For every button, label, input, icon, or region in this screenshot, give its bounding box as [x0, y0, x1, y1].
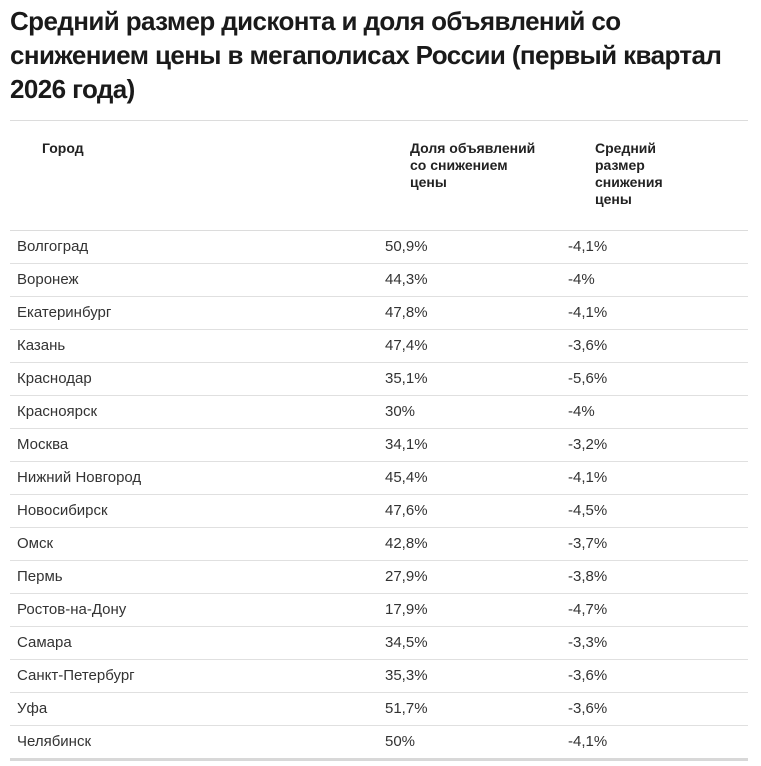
- share-cell: 34,1%: [385, 436, 428, 453]
- header-discount: Средний размер снижения цены: [595, 140, 663, 207]
- share-cell: 27,9%: [385, 568, 428, 585]
- city-cell: Москва: [17, 436, 69, 453]
- discount-cell: -4%: [568, 403, 595, 420]
- table-row: Челябинск 50% -4,1%: [10, 726, 748, 761]
- discount-cell: -5,6%: [568, 370, 608, 387]
- table-row: Волгоград 50,9% -4,1%: [10, 231, 748, 264]
- city-cell: Краснодар: [17, 370, 92, 387]
- discount-cell: -3,3%: [568, 634, 608, 651]
- share-cell: 35,3%: [385, 667, 428, 684]
- share-cell: 45,4%: [385, 469, 428, 486]
- city-cell: Омск: [17, 535, 54, 552]
- discount-cell: -4,1%: [568, 238, 608, 255]
- table-row: Казань 47,4% -3,6%: [10, 330, 748, 363]
- city-cell: Екатеринбург: [17, 304, 112, 321]
- table-row: Самара 34,5% -3,3%: [10, 627, 748, 660]
- discount-cell: -3,6%: [568, 337, 608, 354]
- share-cell: 42,8%: [385, 535, 428, 552]
- discount-cell: -3,8%: [568, 568, 608, 585]
- discount-cell: -3,6%: [568, 700, 608, 717]
- city-cell: Санкт-Петербург: [17, 667, 135, 684]
- city-cell: Челябинск: [17, 733, 92, 750]
- share-cell: 30%: [385, 403, 416, 420]
- city-cell: Ростов-на-Дону: [17, 601, 127, 618]
- header-share: Доля объявлений со снижением цены: [410, 140, 536, 190]
- discount-cell: -4,1%: [568, 469, 608, 486]
- discount-cell: -3,6%: [568, 667, 608, 684]
- discount-cell: -3,2%: [568, 436, 608, 453]
- share-cell: 35,1%: [385, 370, 428, 387]
- city-cell: Воронеж: [17, 271, 79, 288]
- city-cell: Пермь: [17, 568, 63, 585]
- discount-cell: -4%: [568, 271, 595, 288]
- table-header: Город Доля объявлений со снижением цены …: [10, 121, 748, 231]
- share-cell: 47,6%: [385, 502, 428, 519]
- share-cell: 34,5%: [385, 634, 428, 651]
- city-cell: Казань: [17, 337, 66, 354]
- city-cell: Новосибирск: [17, 502, 108, 519]
- share-cell: 51,7%: [385, 700, 428, 717]
- city-cell: Волгоград: [17, 238, 89, 255]
- table-row: Пермь 27,9% -3,8%: [10, 561, 748, 594]
- share-cell: 47,4%: [385, 337, 428, 354]
- table-row: Екатеринбург 47,8% -4,1%: [10, 297, 748, 330]
- city-cell: Нижний Новгород: [17, 469, 142, 486]
- discount-cell: -4,1%: [568, 733, 608, 750]
- table-row: Воронеж 44,3% -4%: [10, 264, 748, 297]
- table-row: Ростов-на-Дону 17,9% -4,7%: [10, 594, 748, 627]
- share-cell: 50,9%: [385, 238, 428, 255]
- table-row: Санкт-Петербург 35,3% -3,6%: [10, 660, 748, 693]
- table-row: Уфа 51,7% -3,6%: [10, 693, 748, 726]
- data-table: Город Доля объявлений со снижением цены …: [10, 120, 748, 761]
- city-cell: Красноярск: [17, 403, 98, 420]
- discount-cell: -4,5%: [568, 502, 608, 519]
- table-row: Красноярск 30% -4%: [10, 396, 748, 429]
- table-row: Нижний Новгород 45,4% -4,1%: [10, 462, 748, 495]
- share-cell: 17,9%: [385, 601, 428, 618]
- discount-cell: -4,1%: [568, 304, 608, 321]
- header-city: Город: [42, 140, 84, 156]
- city-cell: Самара: [17, 634, 72, 651]
- discount-cell: -4,7%: [568, 601, 608, 618]
- table-body: Волгоград 50,9% -4,1% Воронеж 44,3% -4% Екатер…: [10, 231, 748, 761]
- table-row: Омск 42,8% -3,7%: [10, 528, 748, 561]
- discount-cell: -3,7%: [568, 535, 608, 552]
- table-row: Москва 34,1% -3,2%: [10, 429, 748, 462]
- page-title: Средний размер дисконта и доля объявлени…: [10, 6, 722, 104]
- share-cell: 50%: [385, 733, 416, 750]
- share-cell: 44,3%: [385, 271, 428, 288]
- share-cell: 47,8%: [385, 304, 428, 321]
- table-row: Новосибирск 47,6% -4,5%: [10, 495, 748, 528]
- table-row: Краснодар 35,1% -5,6%: [10, 363, 748, 396]
- city-cell: Уфа: [17, 700, 48, 717]
